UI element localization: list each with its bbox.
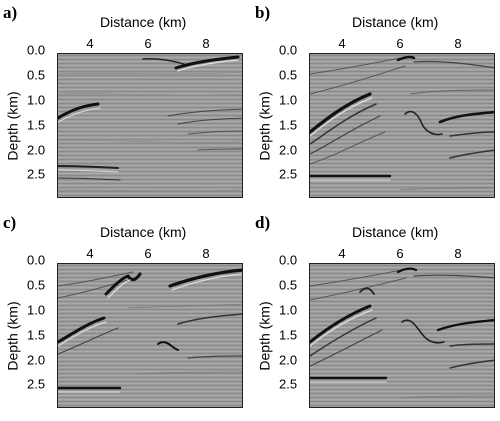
y-tick-label: 1.5 bbox=[27, 327, 46, 343]
seismic-section-image bbox=[309, 53, 495, 198]
y-axis-label: Depth (km) bbox=[4, 91, 21, 161]
panel-d: d) Distance (km) 4 6 8 Depth (km) 0.0 0.… bbox=[252, 210, 500, 420]
y-tick-label: 1.5 bbox=[279, 327, 298, 343]
y-tick-label: 1.0 bbox=[279, 302, 298, 318]
x-axis-label: Distance (km) bbox=[100, 224, 187, 240]
y-axis-label: Depth (km) bbox=[256, 91, 273, 161]
seismic-section-image bbox=[57, 53, 243, 198]
seismic-section-image bbox=[57, 263, 243, 408]
y-tick-label: 0.0 bbox=[279, 252, 298, 268]
panel-c: c) Distance (km) 4 6 8 Depth (km) 0.0 0.… bbox=[0, 210, 250, 420]
y-tick-label: 1.0 bbox=[27, 92, 46, 108]
y-tick-label: 1.5 bbox=[279, 117, 298, 133]
panel-b: b) Distance (km) 4 6 8 Depth (km) 0.0 0.… bbox=[252, 0, 500, 210]
y-tick-label: 2.0 bbox=[27, 352, 46, 368]
y-tick-label: 2.5 bbox=[279, 376, 298, 392]
y-tick-label: 1.5 bbox=[27, 117, 46, 133]
y-tick-label: 0.5 bbox=[27, 277, 46, 293]
y-tick-label: 2.5 bbox=[279, 166, 298, 182]
panel-label: c) bbox=[3, 213, 17, 232]
y-axis-label: Depth (km) bbox=[256, 301, 273, 371]
x-tick-label: 8 bbox=[454, 246, 462, 261]
panel-label: d) bbox=[255, 213, 271, 232]
x-axis-label: Distance (km) bbox=[352, 14, 439, 30]
y-tick-label: 0.5 bbox=[27, 67, 46, 83]
x-tick-label: 4 bbox=[338, 246, 346, 261]
y-tick-label: 0.5 bbox=[279, 67, 298, 83]
y-tick-label: 0.0 bbox=[279, 42, 298, 58]
x-tick-label: 6 bbox=[144, 246, 152, 261]
y-tick-label: 0.0 bbox=[27, 42, 46, 58]
x-axis-label: Distance (km) bbox=[352, 224, 439, 240]
y-axis-label: Depth (km) bbox=[4, 301, 21, 371]
y-tick-label: 2.5 bbox=[27, 166, 46, 182]
x-tick-label: 6 bbox=[144, 36, 152, 51]
y-tick-label: 2.0 bbox=[279, 142, 298, 158]
x-tick-label: 8 bbox=[202, 246, 210, 261]
x-axis-label: Distance (km) bbox=[100, 14, 187, 30]
y-tick-label: 0.0 bbox=[27, 252, 46, 268]
y-tick-label: 0.5 bbox=[279, 277, 298, 293]
panel-a: a) Distance (km) 4 6 8 Depth (km) 0.0 0.… bbox=[0, 0, 250, 210]
x-tick-label: 4 bbox=[338, 36, 346, 51]
x-tick-label: 8 bbox=[454, 36, 462, 51]
x-tick-label: 8 bbox=[202, 36, 210, 51]
y-tick-label: 2.0 bbox=[27, 142, 46, 158]
y-tick-label: 2.5 bbox=[27, 376, 46, 392]
y-tick-label: 1.0 bbox=[279, 92, 298, 108]
x-tick-label: 6 bbox=[396, 36, 404, 51]
seismic-section-image bbox=[309, 263, 495, 408]
panel-label: b) bbox=[255, 3, 271, 22]
panel-label: a) bbox=[3, 3, 18, 22]
y-tick-label: 1.0 bbox=[27, 302, 46, 318]
x-tick-label: 4 bbox=[86, 246, 94, 261]
x-tick-label: 4 bbox=[86, 36, 94, 51]
y-tick-label: 2.0 bbox=[279, 352, 298, 368]
x-tick-label: 6 bbox=[396, 246, 404, 261]
